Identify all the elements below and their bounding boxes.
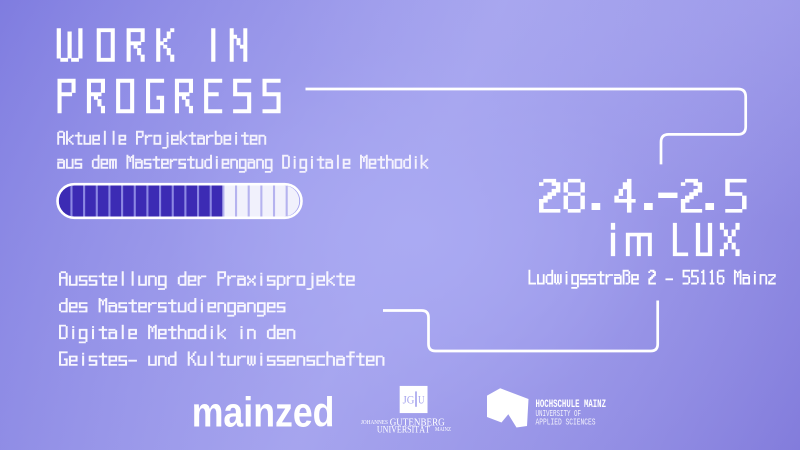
svg-text:APPLIED SCIENCES: APPLIED SCIENCES [536, 417, 596, 428]
svg-text:HOCHSCHULE MAINZ: HOCHSCHULE MAINZ [536, 399, 607, 411]
svg-text:MAINZ: MAINZ [435, 427, 451, 433]
svg-text:GUTENBERG: GUTENBERG [390, 417, 445, 429]
svg-text:UNIVERSITÄT: UNIVERSITÄT [377, 424, 430, 436]
svg-text:JOHANNES: JOHANNES [361, 419, 388, 426]
svg-text:UNIVERSITY OF: UNIVERSITY OF [536, 408, 582, 419]
svg-text:mainzed: mainzed [192, 389, 335, 436]
